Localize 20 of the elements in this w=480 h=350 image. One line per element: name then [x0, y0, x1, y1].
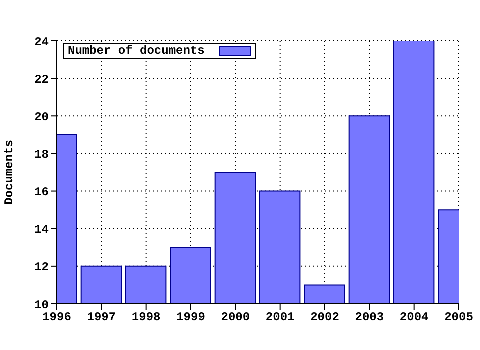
y-tick-label: 20	[34, 110, 49, 124]
x-tick-label: 2004	[400, 310, 429, 325]
y-tick-label: 22	[34, 72, 49, 87]
y-tick-label: 24	[34, 35, 49, 50]
y-tick-label: 10	[34, 298, 49, 312]
legend-label: Number of documents	[68, 44, 205, 58]
x-tick-label: 1997	[87, 310, 116, 325]
x-tick-label: 2002	[310, 310, 340, 325]
y-tick-label: 16	[34, 186, 49, 200]
y-tick-label: 18	[34, 148, 49, 162]
x-tick-label: 1996	[42, 310, 72, 325]
x-tick-label: 2001	[266, 310, 295, 325]
y-tick-label: 14	[34, 223, 49, 238]
x-tick-label: 2003	[355, 310, 384, 325]
y-tick-label: 12	[34, 260, 49, 275]
x-tick-label: 1999	[176, 310, 206, 325]
x-tick-label: 2000	[221, 310, 250, 325]
x-tick-label: 2005	[444, 310, 474, 325]
x-tick-label: 1998	[132, 310, 161, 325]
y-axis-title: Documents	[2, 140, 16, 205]
